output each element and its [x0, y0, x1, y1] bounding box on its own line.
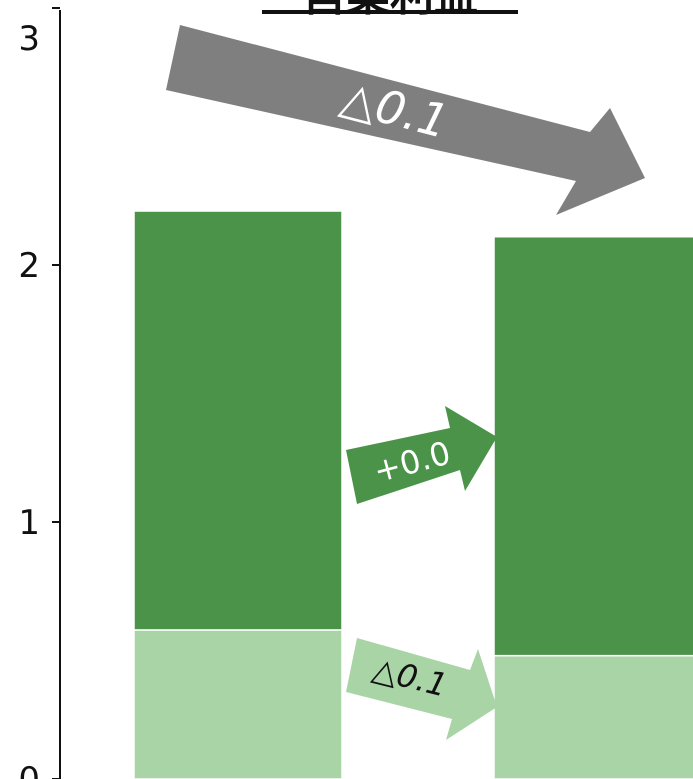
y-axis-ticks: 0 1 2 3 [18, 7, 60, 779]
bar-1-segment-1 [133, 629, 343, 779]
chart-title-group: 営業利益 [262, 0, 518, 21]
lower-segment-change-arrow: △0.1 [346, 638, 497, 740]
y-tick-label: 0 [18, 760, 40, 779]
total-change-label: △0.1 [335, 69, 454, 149]
y-tick-label: 2 [18, 246, 40, 286]
y-axis: 0 1 2 3 [18, 7, 61, 779]
total-change-arrow-shape [166, 25, 645, 215]
total-change-arrow: △0.1 [166, 25, 645, 215]
bars [133, 210, 693, 779]
bar-2-segment-1 [493, 654, 693, 779]
upper-segment-change-arrow: +0.0 [346, 406, 497, 504]
bar-2-segment-2 [493, 235, 693, 657]
bar-1-segment-2 [133, 210, 343, 631]
y-tick-label: 3 [18, 19, 40, 59]
lower-segment-change-arrow-shape [346, 638, 497, 740]
y-tick-label: 1 [18, 503, 40, 543]
upper-segment-change-arrow-shape [346, 406, 497, 504]
